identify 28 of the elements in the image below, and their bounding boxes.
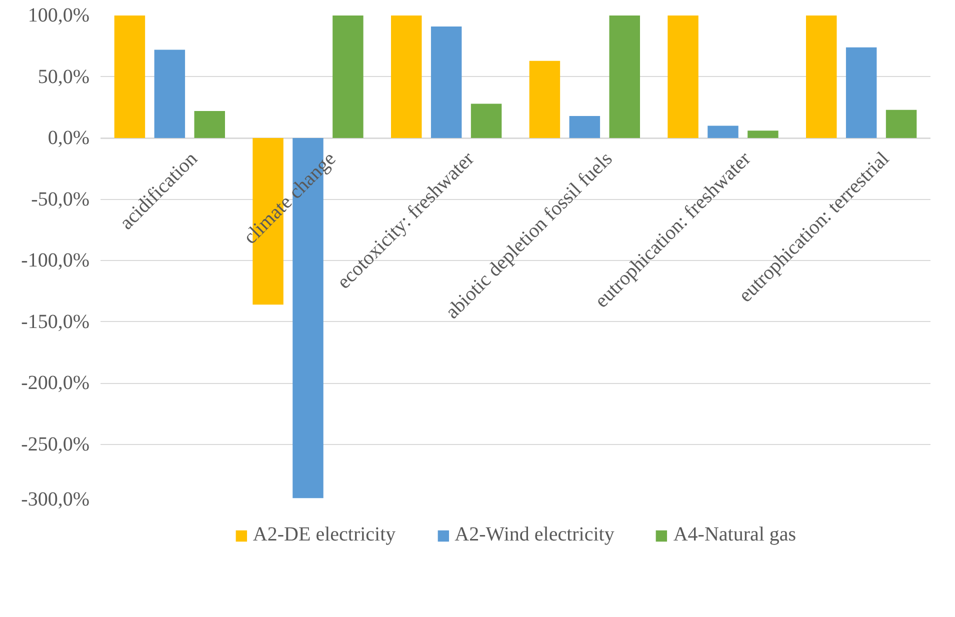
y-tick-label: -100,0% bbox=[21, 250, 90, 272]
y-tick-label: -300,0% bbox=[21, 488, 90, 510]
legend-label: A2-DE electricity bbox=[252, 524, 396, 546]
bar bbox=[470, 104, 502, 138]
bar bbox=[668, 16, 698, 138]
bar bbox=[569, 116, 600, 138]
bar bbox=[806, 16, 837, 138]
legend-label: A4-Natural gas bbox=[673, 524, 796, 546]
y-tick-label: 50,0% bbox=[38, 66, 90, 88]
y-tick-label: -250,0% bbox=[21, 433, 90, 456]
bar bbox=[332, 16, 364, 138]
bar bbox=[529, 60, 560, 138]
y-tick-label: 100,0% bbox=[28, 4, 90, 26]
bar bbox=[708, 126, 738, 138]
bar bbox=[154, 50, 186, 138]
y-tick-label: 0,0% bbox=[48, 127, 90, 149]
y-tick-label: -200,0% bbox=[21, 372, 90, 394]
bar bbox=[846, 47, 877, 138]
bar bbox=[391, 16, 422, 138]
legend-label: A2-Wind electricity bbox=[454, 524, 614, 546]
bar bbox=[194, 111, 225, 138]
y-tick-label: -150,0% bbox=[21, 310, 90, 333]
bar bbox=[748, 130, 778, 138]
y-tick-label: -50,0% bbox=[31, 188, 90, 210]
bar bbox=[886, 110, 917, 138]
bar bbox=[609, 16, 640, 138]
bar bbox=[114, 16, 146, 138]
bar bbox=[430, 26, 462, 138]
